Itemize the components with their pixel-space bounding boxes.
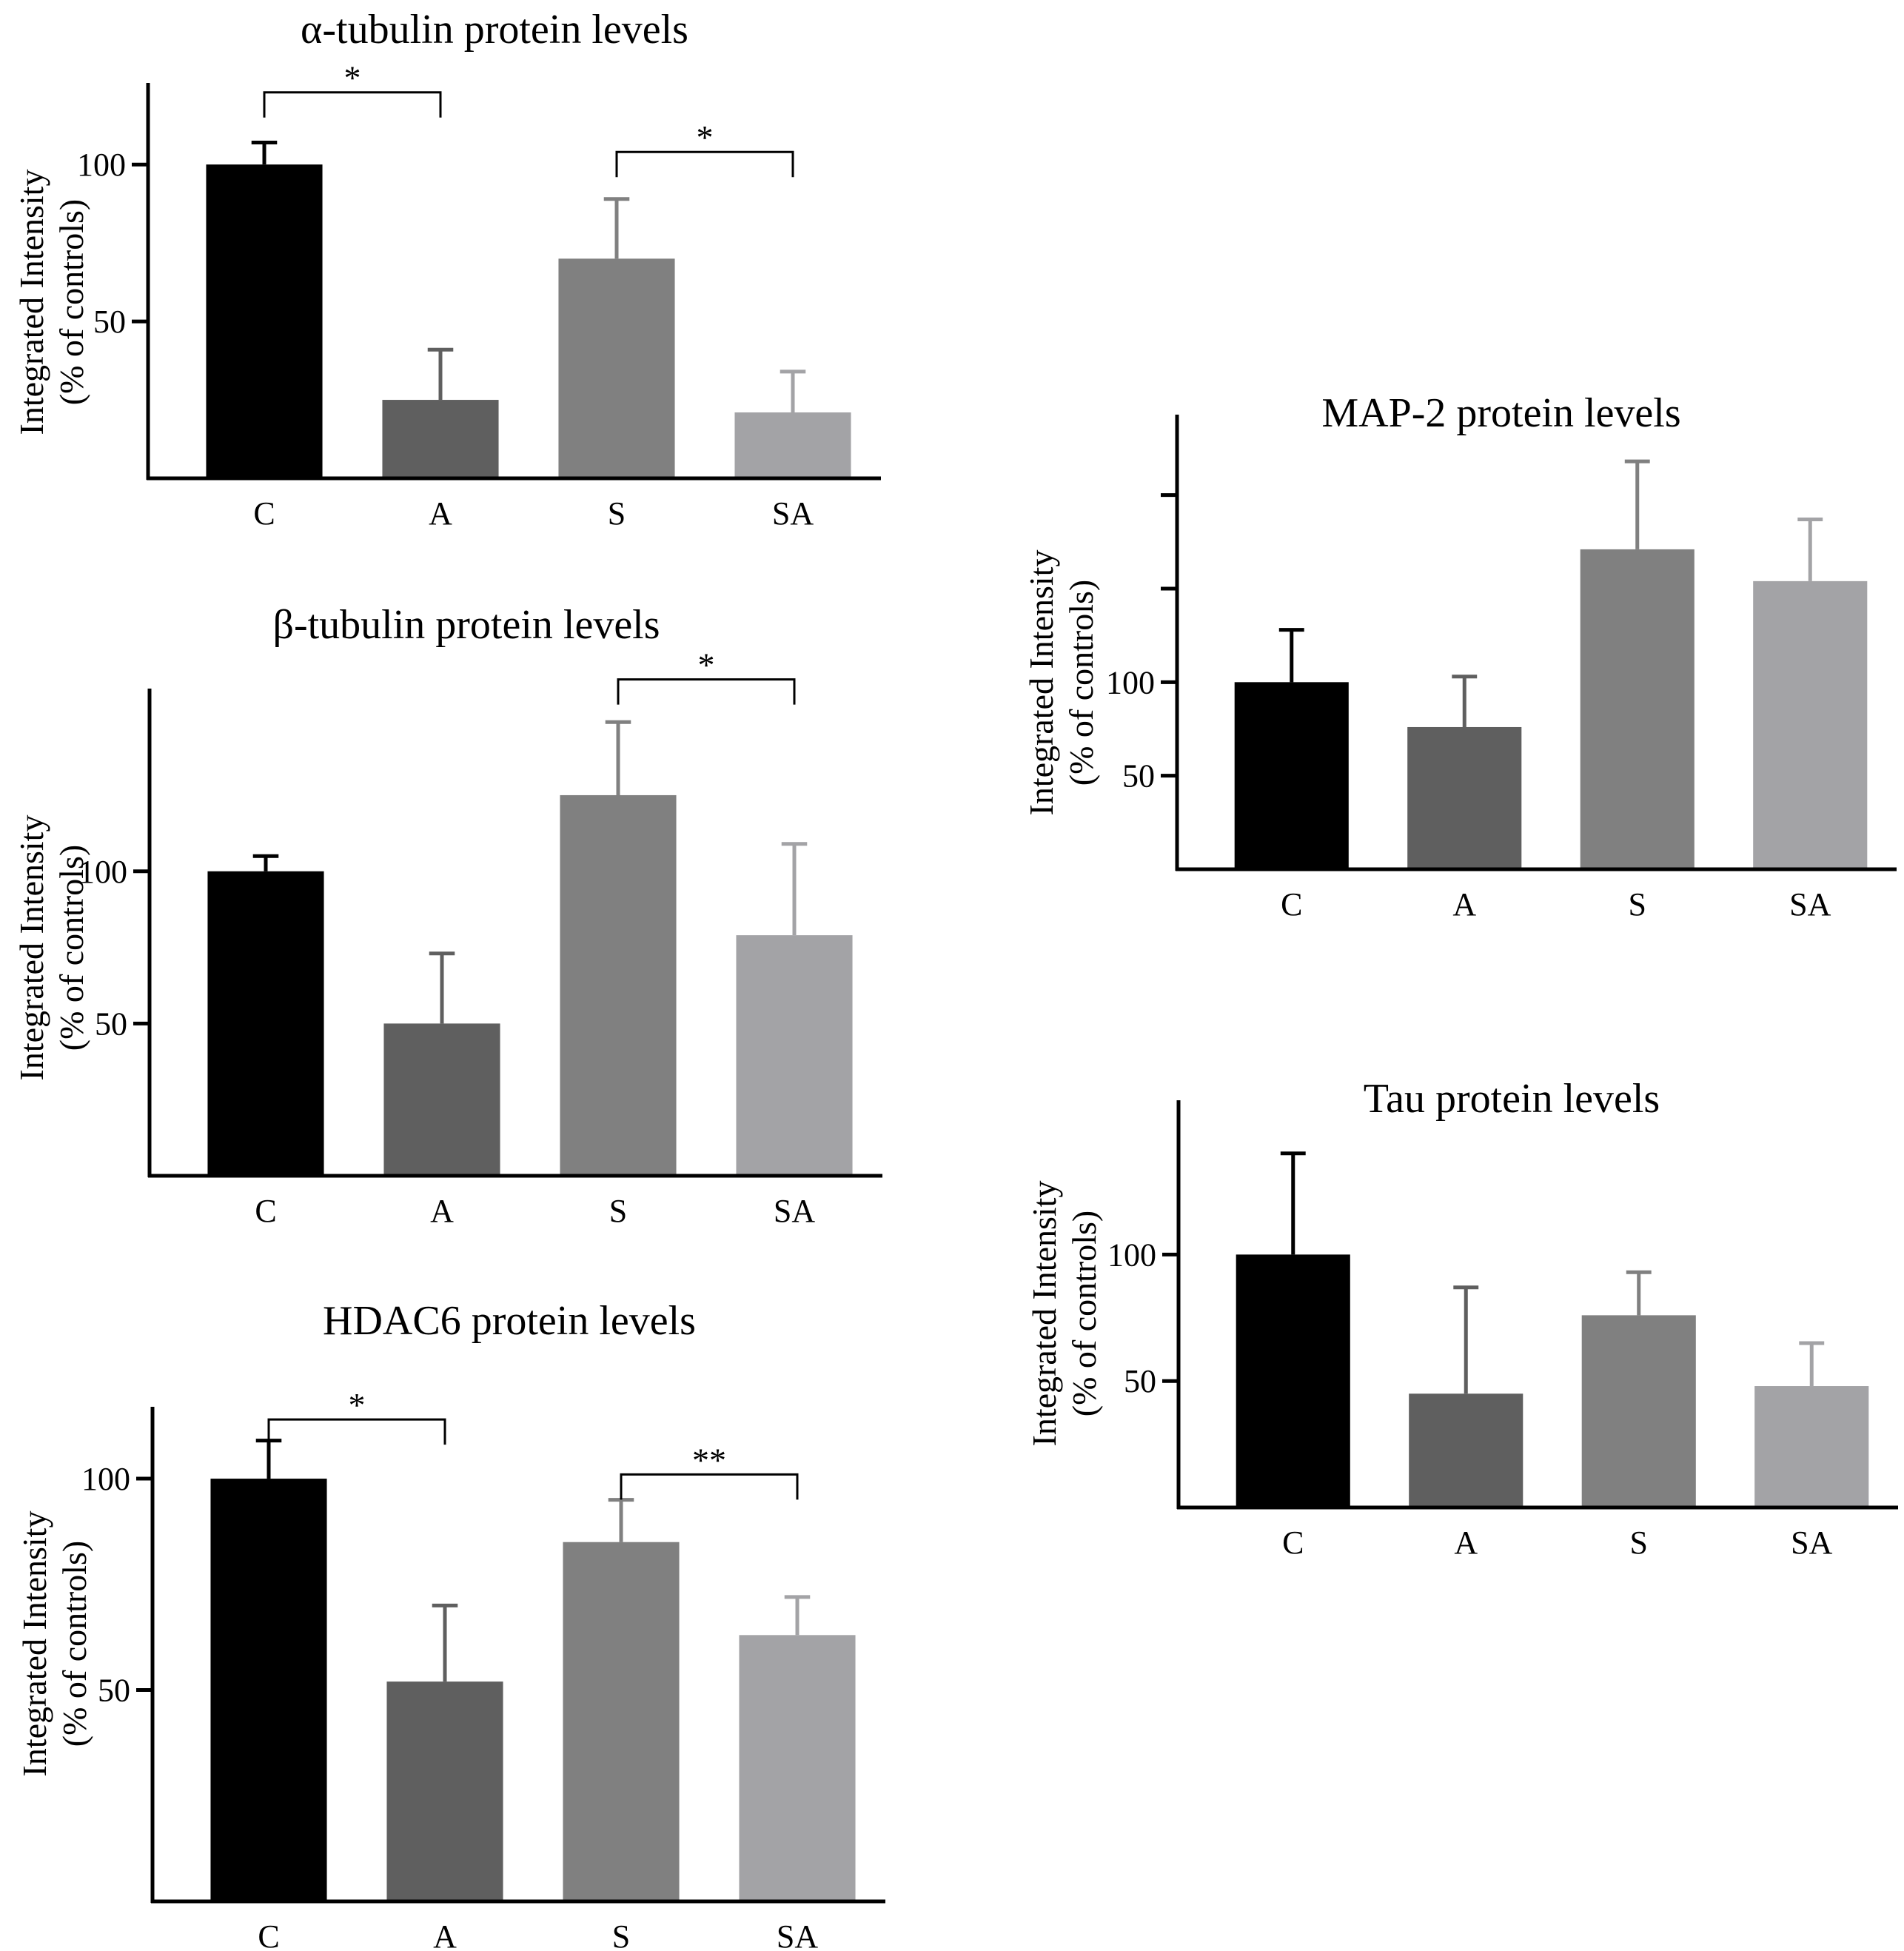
bar-a: [1409, 1393, 1523, 1507]
bar-a: [382, 400, 499, 478]
bar-sa: [736, 935, 853, 1176]
bar-c: [1234, 682, 1349, 869]
significance-marker: **: [692, 1441, 726, 1479]
x-tick-label: C: [1282, 1525, 1304, 1561]
alpha-tubulin-plot: C A S SA 50 100 * *: [77, 59, 881, 532]
y-axis-label: Integrated Intensity: [13, 170, 50, 435]
y-tick-label: 100: [1107, 1236, 1156, 1273]
significance-bracket: [617, 678, 796, 705]
significance-bracket: [615, 150, 794, 178]
y-axis-label-sub: (% of controls): [56, 1541, 93, 1747]
chart-title: Tau protein levels: [1364, 1076, 1660, 1122]
y-tick-label: 100: [77, 147, 126, 183]
x-tick-label: A: [433, 1918, 457, 1951]
x-tick-label: A: [430, 1193, 454, 1229]
x-tick-label: SA: [1789, 886, 1831, 923]
x-tick-label: C: [255, 1193, 276, 1229]
tau-chart: Tau protein levels Integrated Intensity …: [1025, 1076, 1898, 1561]
x-tick-label: SA: [777, 1918, 818, 1951]
y-tick-label: 50: [1122, 758, 1155, 794]
beta-tubulin-chart: β-tubulin protein levels Integrated Inte…: [13, 602, 882, 1229]
bar-sa: [1753, 580, 1868, 869]
map2-plot: C A S SA 50 100: [1106, 415, 1897, 923]
y-tick-label: 50: [95, 1005, 127, 1042]
bar-a: [383, 1023, 500, 1176]
bar-c: [207, 871, 324, 1176]
x-tick-label: S: [612, 1918, 630, 1951]
significance-marker: *: [698, 646, 715, 684]
y-axis-label-sub: (% of controls): [53, 845, 90, 1051]
x-tick-label: S: [608, 495, 626, 532]
x-tick-label: SA: [774, 1193, 815, 1229]
x-tick-label: S: [609, 1193, 627, 1229]
significance-marker: *: [349, 1386, 366, 1424]
x-tick-label: SA: [772, 495, 814, 532]
bar-a: [1407, 726, 1522, 869]
significance-marker: *: [344, 59, 361, 97]
significance-bracket: [620, 1473, 799, 1500]
y-tick-label: 50: [93, 304, 126, 340]
hdac6-chart: HDAC6 protein levels Integrated Intensit…: [16, 1298, 885, 1951]
bar-c: [210, 1479, 327, 1901]
bar-s: [560, 794, 677, 1176]
x-tick-label: C: [253, 495, 275, 532]
y-axis-label: Integrated Intensity: [1022, 550, 1060, 816]
x-tick-label: S: [1630, 1525, 1648, 1561]
bar-sa: [1754, 1386, 1869, 1507]
bar-sa: [734, 412, 851, 478]
beta-tubulin-plot: C A S SA 50 100 *: [78, 646, 882, 1229]
bar-a: [386, 1681, 503, 1901]
significance-marker: *: [697, 118, 714, 156]
y-axis-label: Integrated Intensity: [1025, 1181, 1063, 1447]
bar-s: [558, 258, 675, 478]
y-axis-label-sub: (% of controls): [53, 199, 90, 405]
bar-s: [563, 1542, 680, 1901]
chart-title: MAP-2 protein levels: [1321, 390, 1680, 436]
x-tick-label: C: [1281, 886, 1302, 923]
significance-bracket: [263, 91, 442, 118]
x-tick-label: A: [429, 495, 452, 532]
map2-chart: MAP-2 protein levels Integrated Intensit…: [1022, 390, 1897, 923]
y-tick-label: 50: [1124, 1363, 1156, 1399]
y-tick-label: 50: [98, 1673, 130, 1709]
bar-s: [1580, 549, 1695, 869]
significance-bracket: [267, 1418, 446, 1445]
bar-s: [1581, 1315, 1696, 1507]
x-tick-label: C: [258, 1918, 279, 1951]
bar-c: [206, 164, 323, 478]
x-tick-label: SA: [1791, 1525, 1832, 1561]
chart-title: β-tubulin protein levels: [272, 602, 660, 648]
y-tick-label: 100: [81, 1461, 130, 1497]
alpha-tubulin-chart: α-tubulin protein levels Integrated Inte…: [13, 7, 881, 532]
bar-c: [1236, 1254, 1350, 1507]
y-tick-label: 100: [78, 854, 127, 890]
chart-title: α-tubulin protein levels: [301, 7, 688, 53]
y-axis-label-sub: (% of controls): [1062, 580, 1100, 786]
y-axis-label: Integrated Intensity: [13, 815, 50, 1081]
bar-sa: [739, 1635, 856, 1901]
y-axis-label: Integrated Intensity: [16, 1511, 53, 1777]
x-tick-label: S: [1629, 886, 1646, 923]
chart-title: HDAC6 protein levels: [323, 1298, 696, 1344]
tau-plot: C A S SA 50 100: [1107, 1100, 1898, 1561]
y-tick-label: 100: [1106, 664, 1155, 700]
x-tick-label: A: [1452, 886, 1476, 923]
x-tick-label: A: [1454, 1525, 1478, 1561]
y-axis-label-sub: (% of controls): [1065, 1211, 1103, 1416]
